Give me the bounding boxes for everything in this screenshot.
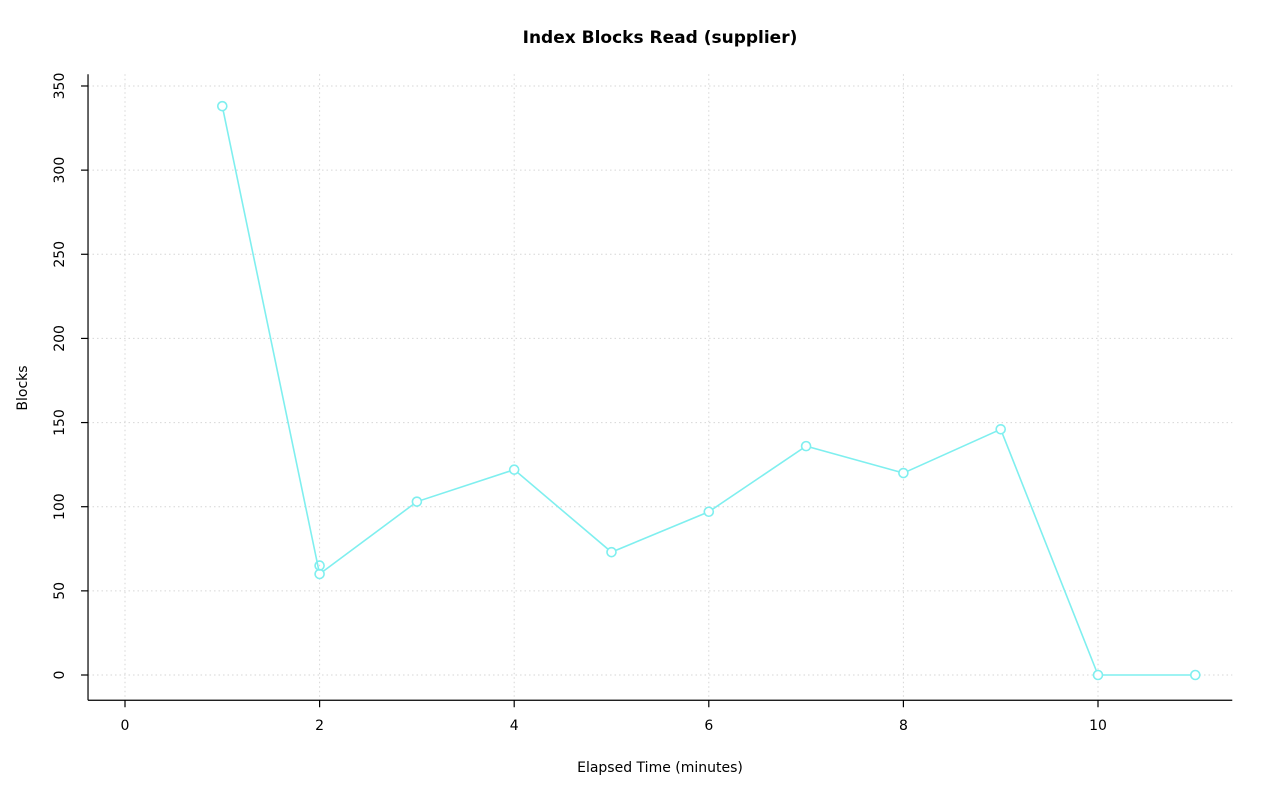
x-tick-label: 8 bbox=[899, 718, 908, 734]
data-point bbox=[508, 464, 520, 475]
y-tick-label: 250 bbox=[52, 241, 68, 268]
chart-title: Index Blocks Read (supplier) bbox=[523, 28, 798, 48]
data-point bbox=[800, 440, 812, 452]
y-tick-label: 200 bbox=[52, 325, 68, 352]
data-point bbox=[898, 467, 909, 479]
y-tick-label: 150 bbox=[52, 409, 68, 436]
x-tick-label: 10 bbox=[1089, 718, 1107, 734]
x-tick-label: 0 bbox=[121, 718, 130, 734]
x-tick-label: 2 bbox=[315, 718, 324, 734]
y-tick-label: 0 bbox=[52, 671, 68, 680]
data-point bbox=[995, 423, 1007, 435]
y-tick-label: 100 bbox=[52, 493, 68, 520]
data-point bbox=[703, 506, 715, 518]
x-tick-label: 6 bbox=[704, 718, 713, 734]
x-tick-label: 4 bbox=[510, 718, 519, 734]
data-point bbox=[606, 546, 617, 558]
y-tick-label: 300 bbox=[52, 157, 68, 184]
data-point-overplot bbox=[314, 560, 325, 571]
y-tick-label: 50 bbox=[52, 582, 68, 600]
y-axis-label: Blocks bbox=[15, 365, 31, 410]
grid-layer bbox=[88, 74, 1233, 701]
series-layer bbox=[217, 100, 1201, 681]
data-point bbox=[411, 496, 423, 507]
data-point bbox=[217, 100, 228, 112]
y-tick-label: 350 bbox=[52, 73, 68, 100]
data-point bbox=[1092, 669, 1104, 681]
x-axis-label: Elapsed Time (minutes) bbox=[577, 760, 743, 776]
data-point bbox=[1190, 669, 1201, 681]
